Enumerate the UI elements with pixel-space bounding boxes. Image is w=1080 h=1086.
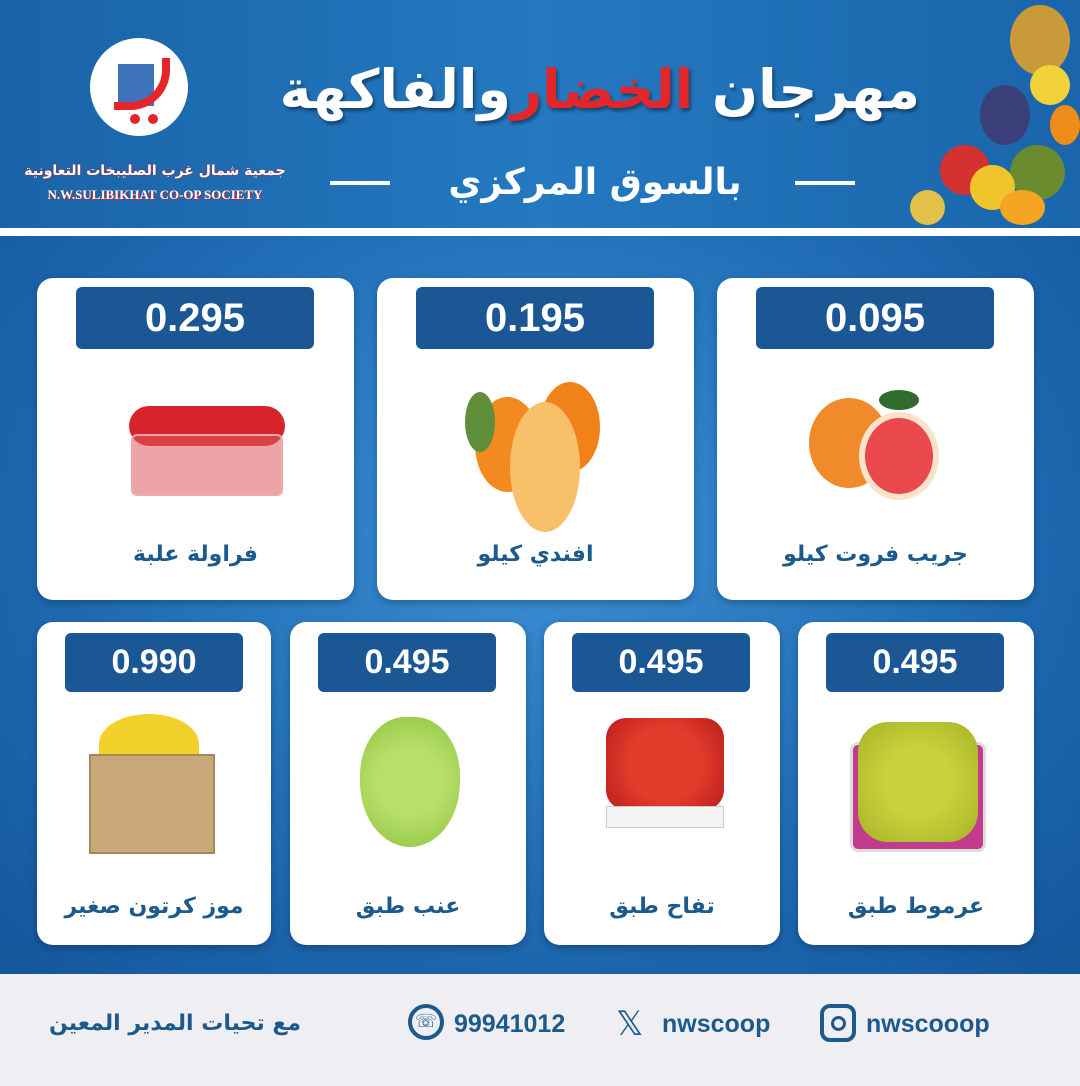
page-title: مهرجان الخضاروالفاكهة — [280, 50, 920, 130]
apple-tray-icon — [606, 718, 724, 830]
instagram-icon[interactable] — [820, 1004, 856, 1042]
fruit-pile-image — [900, 5, 1080, 225]
instagram-handle[interactable]: nwscooop — [866, 1010, 990, 1038]
product-card: 0.495 عنب طبق — [290, 622, 526, 945]
price-badge: 0.195 — [416, 287, 654, 349]
whatsapp-icon[interactable]: ☏ — [408, 1004, 444, 1040]
whatsapp-number[interactable]: 99941012 — [454, 1010, 566, 1038]
product-name: عرموط طبق — [847, 894, 985, 919]
product-card: 0.095 جريب فروت كيلو — [717, 278, 1034, 600]
tangerine-icon — [465, 362, 605, 532]
org-name-en: N.W.SULIBIKHAT CO-OP SOCIETY — [47, 187, 263, 202]
price-badge: 0.495 — [826, 633, 1004, 692]
grapefruit-icon — [809, 390, 939, 500]
x-icon[interactable]: 𝕏 — [616, 1004, 644, 1044]
product-name: تفاح طبق — [609, 894, 715, 919]
product-card: 0.295 فراولة علبة — [37, 278, 354, 600]
pear-tray-icon — [850, 712, 986, 852]
product-name: موز كرتون صغير — [64, 894, 244, 919]
price-badge: 0.495 — [318, 633, 496, 692]
x-handle[interactable]: nwscoop — [662, 1010, 771, 1038]
strawberry-box-icon — [129, 406, 285, 498]
greeting: مع تحيات المدير المعين — [48, 1011, 302, 1036]
title-part2: والفاكهة — [279, 58, 511, 121]
product-card: 0.195 افندي كيلو — [377, 278, 694, 600]
price-badge: 0.095 — [756, 287, 994, 349]
divider-stripe — [0, 228, 1080, 236]
banana-box-icon — [89, 714, 215, 854]
org-name-ar: جمعية شمال غرب الصليبخات التعاونية — [24, 163, 286, 179]
product-name: افندي كيلو — [477, 542, 594, 567]
product-name: جريب فروت كيلو — [783, 542, 968, 567]
header: جمعية شمال غرب الصليبخات التعاونية N.W.S… — [0, 0, 1080, 228]
title-highlight: الخضار — [510, 58, 694, 121]
price-badge: 0.495 — [572, 633, 750, 692]
price-badge: 0.295 — [76, 287, 314, 349]
subtitle: بالسوق المركزي — [448, 162, 742, 203]
product-name: عنب طبق — [355, 894, 461, 919]
title-part1: مهرجان — [712, 58, 920, 121]
divider-line — [795, 181, 855, 185]
footer: nwscooop 𝕏 nwscoop ☏ 99941012 مع تحيات ا… — [0, 974, 1080, 1086]
price-badge: 0.990 — [65, 633, 243, 692]
product-name: فراولة علبة — [133, 542, 258, 567]
coop-logo — [90, 38, 188, 136]
product-card: 0.990 موز كرتون صغير — [37, 622, 271, 945]
product-card: 0.495 تفاح طبق — [544, 622, 780, 945]
divider-line — [330, 181, 390, 185]
product-card: 0.495 عرموط طبق — [798, 622, 1034, 945]
grapes-icon — [360, 707, 460, 847]
